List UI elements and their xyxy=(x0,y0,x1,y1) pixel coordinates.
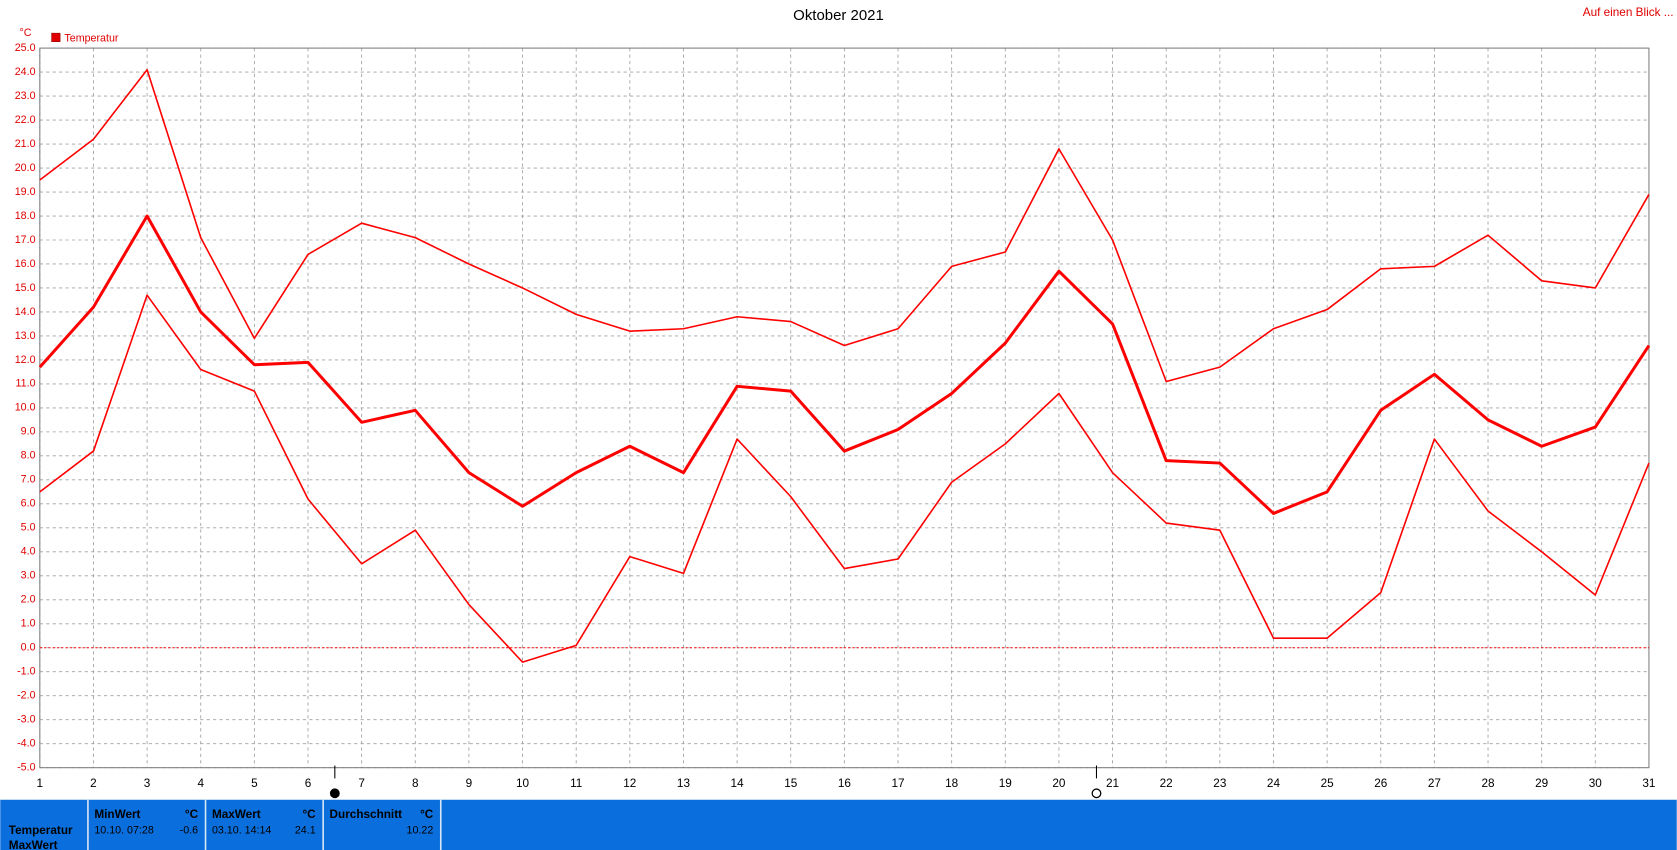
y-tick-label: 9.0 xyxy=(21,426,36,438)
y-tick-label: 7.0 xyxy=(21,474,36,486)
legend-swatch xyxy=(51,32,61,42)
moon-phase xyxy=(1091,788,1102,799)
x-tick-label: 24 xyxy=(1267,777,1281,790)
x-tick-label: 20 xyxy=(1052,777,1066,790)
y-tick-label: -4.0 xyxy=(17,738,35,750)
y-tick-label: 5.0 xyxy=(21,522,36,534)
y-tick-label: 18.0 xyxy=(15,210,36,222)
x-tick-label: 17 xyxy=(891,777,904,790)
box-title: MinWert xyxy=(94,808,140,821)
box-value: -0.6 xyxy=(180,825,198,837)
x-tick-label: 2 xyxy=(90,777,97,790)
y-tick-label: 24.0 xyxy=(15,66,36,78)
y-tick-label: 14.0 xyxy=(15,306,36,318)
box-unit: °C xyxy=(420,808,434,821)
y-tick-label: 22.0 xyxy=(15,114,36,126)
y-tick-label: 10.0 xyxy=(15,402,36,414)
box-time: 10.10. 07:28 xyxy=(94,825,153,837)
y-tick-label: 17.0 xyxy=(15,234,36,246)
y-tick-label: 4.0 xyxy=(21,546,36,558)
y-tick-label: 25.0 xyxy=(15,42,36,54)
x-tick-label: 16 xyxy=(838,777,852,790)
y-tick-label: 13.0 xyxy=(15,330,36,342)
y-tick-label: 3.0 xyxy=(21,570,36,582)
x-tick-label: 11 xyxy=(570,777,582,790)
y-tick-label: 20.0 xyxy=(15,162,36,174)
x-tick-label: 26 xyxy=(1374,777,1388,790)
box-unit: °C xyxy=(185,808,199,821)
temperature-line xyxy=(39,294,1650,663)
temperature-line xyxy=(38,214,1651,515)
plot-frame xyxy=(39,47,1650,769)
y-tick-label: 15.0 xyxy=(15,282,36,294)
y-tick-label: -3.0 xyxy=(17,714,35,726)
temperature-line xyxy=(39,68,1650,383)
chart-title: Oktober 2021 xyxy=(793,7,884,24)
box-title: Durchschnitt xyxy=(330,808,403,821)
y-tick-label: 16.0 xyxy=(15,258,36,270)
y-tick-label: 21.0 xyxy=(15,138,36,150)
x-tick-label: 7 xyxy=(358,777,365,790)
x-tick-label: 15 xyxy=(784,777,798,790)
overview-link[interactable]: Auf einen Blick ... xyxy=(1583,6,1674,19)
box-time: 03.10. 14:14 xyxy=(212,825,271,837)
y-tick-label: -5.0 xyxy=(17,762,35,774)
y-tick-label: -2.0 xyxy=(17,690,35,702)
y-tick-label: 11.0 xyxy=(16,378,36,390)
legend-label: Temperatur xyxy=(64,32,118,44)
y-tick-label: 0.0 xyxy=(21,642,36,654)
x-tick-label: 9 xyxy=(466,777,473,790)
x-tick-label: 29 xyxy=(1535,777,1548,790)
y-tick-label: 8.0 xyxy=(21,450,36,462)
x-tick-label: 31 xyxy=(1642,777,1655,790)
y-tick-label: -1.0 xyxy=(17,666,35,678)
y-tick-label: 6.0 xyxy=(21,498,36,510)
summary-panel xyxy=(0,799,1677,850)
x-tick-label: 4 xyxy=(197,777,204,790)
x-tick-label: 6 xyxy=(305,777,312,790)
moon-phase xyxy=(329,788,340,799)
box-value: 10.22 xyxy=(407,825,434,837)
x-tick-label: 30 xyxy=(1589,777,1603,790)
x-tick-label: 21 xyxy=(1106,777,1119,790)
x-tick-label: 18 xyxy=(945,777,959,790)
x-tick-label: 5 xyxy=(251,777,258,790)
y-tick-label: 23.0 xyxy=(15,90,36,102)
x-tick-label: 12 xyxy=(623,777,636,790)
box-title: MaxWert xyxy=(212,808,261,821)
y-tick-label: 12.0 xyxy=(15,354,36,366)
y-tick-label: 1.0 xyxy=(21,618,36,630)
x-tick-label: 27 xyxy=(1428,777,1441,790)
x-tick-label: 23 xyxy=(1213,777,1227,790)
x-tick-label: 13 xyxy=(677,777,691,790)
y-tick-label: 19.0 xyxy=(15,186,36,198)
x-tick-label: 14 xyxy=(731,777,745,790)
x-tick-label: 19 xyxy=(999,777,1012,790)
panel-row-label: Temperatur xyxy=(9,824,73,837)
panel-row-label: MaxWert xyxy=(9,839,58,850)
x-tick-label: 10 xyxy=(516,777,530,790)
x-tick-label: 1 xyxy=(37,777,44,790)
box-value: 24.1 xyxy=(295,825,316,837)
x-tick-label: 28 xyxy=(1481,777,1495,790)
box-unit: °C xyxy=(302,808,316,821)
panel-dividers xyxy=(87,799,442,850)
y-axis-unit: °C xyxy=(20,27,32,39)
x-tick-label: 22 xyxy=(1160,777,1173,790)
y-tick-label: 2.0 xyxy=(21,594,36,606)
x-tick-label: 8 xyxy=(412,777,419,790)
x-tick-label: 3 xyxy=(144,777,151,790)
x-tick-label: 25 xyxy=(1321,777,1335,790)
